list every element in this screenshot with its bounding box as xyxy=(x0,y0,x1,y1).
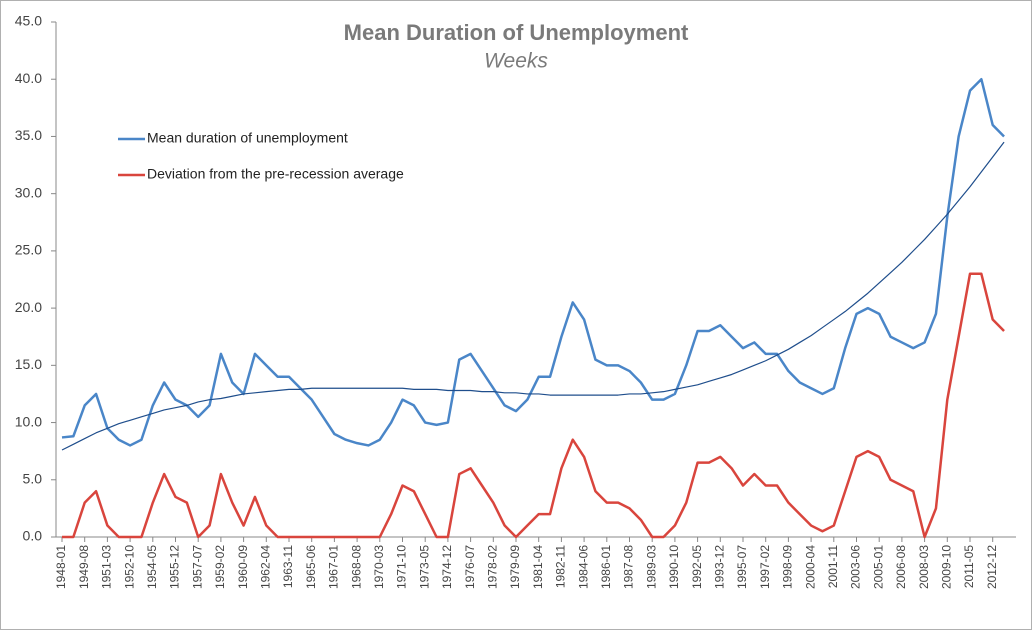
x-tick-label: 1992-05 xyxy=(690,545,704,589)
y-tick-label: 40.0 xyxy=(15,70,42,86)
x-tick-label: 2003-06 xyxy=(849,545,863,589)
x-tick-label: 1990-10 xyxy=(667,545,681,589)
x-tick-label: 1971-10 xyxy=(395,545,409,589)
x-tick-label: 1965-06 xyxy=(304,545,318,589)
x-tick-label: 1959-02 xyxy=(213,545,227,589)
x-tick-label: 2006-08 xyxy=(894,545,908,589)
x-tick-label: 1955-12 xyxy=(168,545,182,589)
y-tick-label: 35.0 xyxy=(15,127,42,143)
x-tick-label: 1957-07 xyxy=(190,545,204,589)
y-tick-label: 45.0 xyxy=(15,13,42,29)
x-tick-label: 1986-01 xyxy=(599,545,613,589)
x-tick-label: 1962-04 xyxy=(258,545,272,589)
x-tick-label: 1998-09 xyxy=(781,545,795,589)
x-tick-label: 2009-10 xyxy=(939,545,953,589)
x-tick-label: 2008-03 xyxy=(917,545,931,589)
y-tick-label: 25.0 xyxy=(15,242,42,258)
y-tick-label: 15.0 xyxy=(15,356,42,372)
x-tick-label: 1987-08 xyxy=(622,545,636,589)
y-tick-label: 20.0 xyxy=(15,299,42,315)
trend-line xyxy=(61,141,1005,451)
x-tick-label: 1967-01 xyxy=(327,545,341,589)
x-tick-label: 1978-02 xyxy=(485,545,499,589)
y-tick-label: 30.0 xyxy=(15,184,42,200)
x-tick-label: 1981-04 xyxy=(531,545,545,589)
legend-label: Deviation from the pre-recession average xyxy=(147,166,404,182)
x-tick-label: 1995-07 xyxy=(735,545,749,589)
x-tick-label: 1960-09 xyxy=(236,545,250,589)
x-tick-label: 2000-04 xyxy=(803,545,817,589)
x-tick-label: 1997-02 xyxy=(758,545,772,589)
x-tick-label: 2012-12 xyxy=(985,545,999,589)
x-tick-label: 1949-08 xyxy=(77,545,91,589)
x-tick-label: 1989-03 xyxy=(644,545,658,589)
series-line xyxy=(62,272,1005,539)
y-tick-label: 5.0 xyxy=(23,470,43,486)
series-line xyxy=(61,77,1005,447)
x-tick-label: 1951-03 xyxy=(100,545,114,589)
x-tick-label: 1982-11 xyxy=(554,545,568,588)
x-tick-label: 1948-01 xyxy=(54,545,68,589)
x-tick-label: 1974-12 xyxy=(440,545,454,589)
x-tick-label: 1963-11 xyxy=(281,545,295,588)
x-tick-label: 1993-12 xyxy=(712,545,726,589)
x-tick-label: 2011-05 xyxy=(962,545,976,588)
x-tick-label: 1952-10 xyxy=(122,545,136,589)
y-tick-label: 0.0 xyxy=(23,528,43,544)
x-tick-label: 1984-06 xyxy=(576,545,590,589)
chart-subtitle: Weeks xyxy=(484,50,548,73)
x-tick-label: 2005-01 xyxy=(871,545,885,589)
legend-label: Mean duration of unemployment xyxy=(147,130,348,146)
x-tick-label: 1973-05 xyxy=(417,545,431,589)
y-tick-label: 10.0 xyxy=(15,413,42,429)
x-tick-label: 1979-09 xyxy=(508,545,522,589)
chart-title: Mean Duration of Unemployment xyxy=(344,20,689,45)
x-tick-label: 1976-07 xyxy=(463,545,477,589)
x-tick-label: 1954-05 xyxy=(145,545,159,589)
x-tick-label: 2001-11 xyxy=(826,545,840,588)
x-tick-label: 1968-08 xyxy=(349,545,363,589)
x-tick-label: 1970-03 xyxy=(372,545,386,589)
